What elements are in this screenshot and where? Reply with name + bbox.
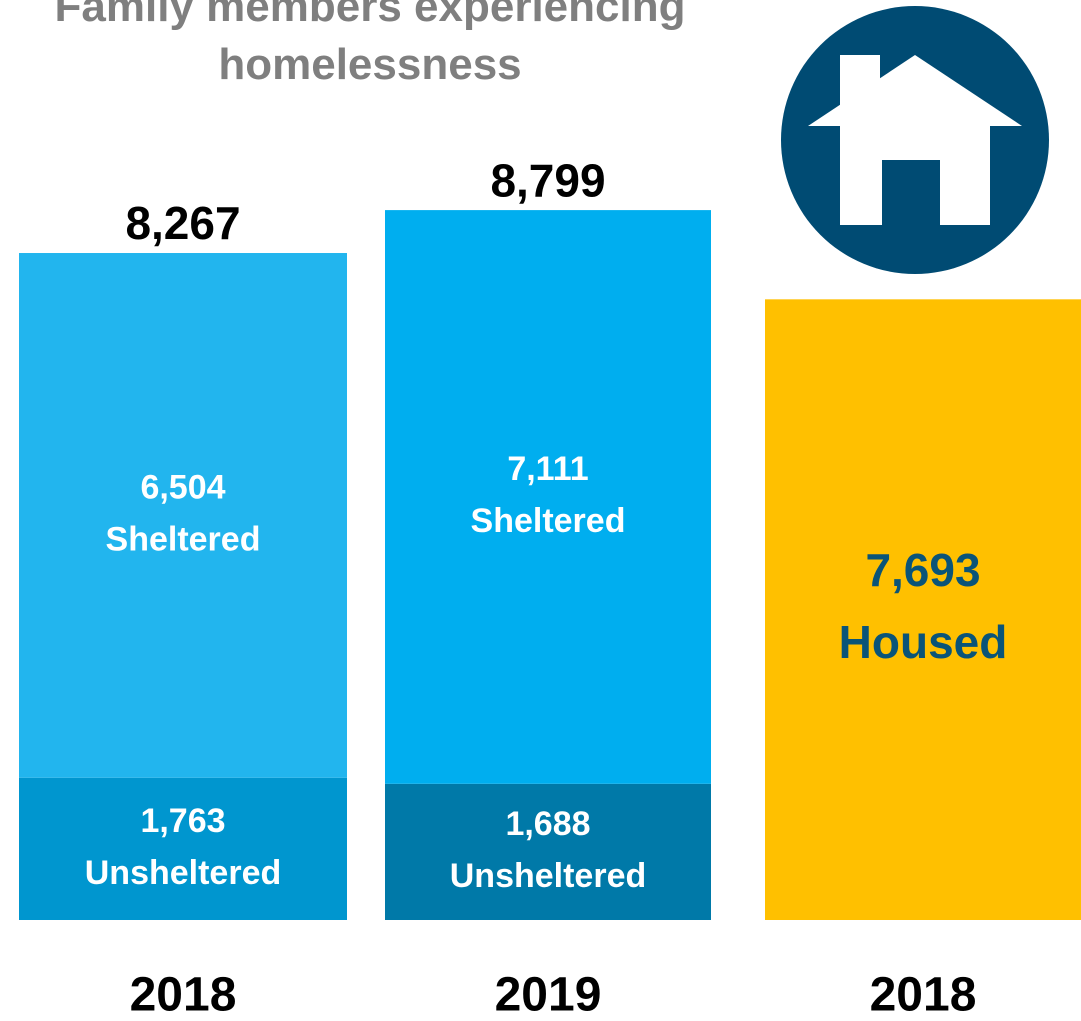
value-label: 1,763	[140, 802, 225, 840]
bar-segment	[765, 299, 1081, 921]
roof	[808, 55, 1022, 126]
segment-label: Unsheltered	[450, 857, 647, 895]
segment-label: Sheltered	[471, 502, 626, 540]
bar-segment	[19, 253, 347, 778]
bar-segment	[19, 777, 347, 920]
x-tick-label: 2018	[130, 969, 237, 1021]
segment-label: Unsheltered	[85, 854, 282, 892]
bar-segment	[385, 210, 711, 784]
chart-title: Family members experiencing homelessness	[54, 0, 686, 89]
x-tick-label: 2019	[495, 969, 602, 1021]
segment-label: Sheltered	[106, 520, 261, 558]
value-label: 7,111	[507, 450, 588, 488]
value-label: 6,504	[140, 468, 225, 506]
segment-label: Housed	[839, 616, 1008, 668]
x-tick-label: 2018	[870, 969, 977, 1021]
bar-segment	[385, 783, 711, 920]
value-label: 1,688	[505, 805, 590, 843]
total-label: 8,799	[490, 154, 605, 206]
value-label: 7,693	[865, 544, 980, 596]
total-label: 8,267	[125, 197, 240, 249]
door	[882, 160, 940, 226]
house-icon	[781, 6, 1049, 274]
